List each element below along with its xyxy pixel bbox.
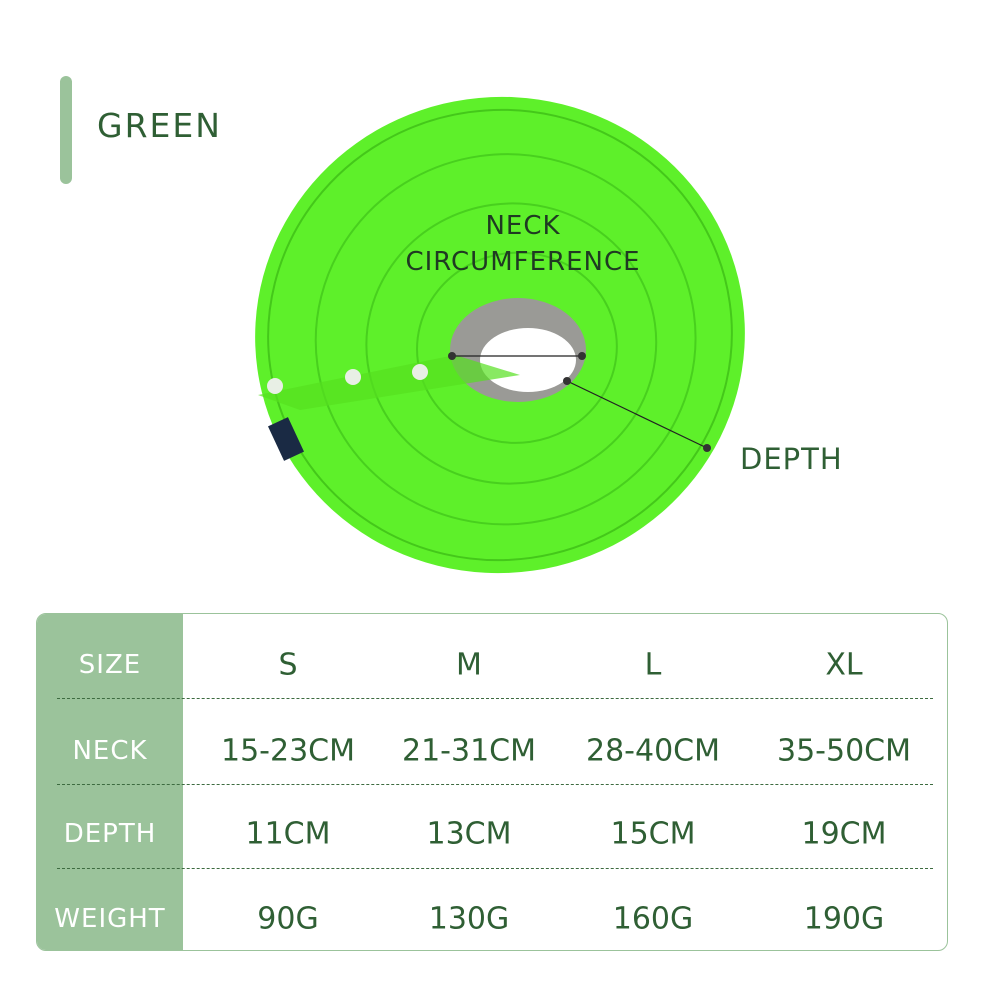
- overlap-flap: [258, 355, 520, 410]
- snap-button: [345, 369, 361, 385]
- color-title: GREEN: [97, 106, 222, 145]
- neck-label-line2: CIRCUMFERENCE: [405, 247, 641, 277]
- row-divider: [57, 868, 933, 869]
- snap-button: [267, 378, 283, 394]
- measure-dot: [563, 377, 571, 385]
- measure-dot: [703, 444, 711, 452]
- row-divider: [57, 698, 933, 699]
- snap-button: [412, 364, 428, 380]
- measure-dot: [448, 352, 456, 360]
- neck-opening: [480, 328, 576, 392]
- table-cell: 160G: [612, 901, 694, 937]
- table-cell: XL: [825, 647, 863, 683]
- table-cell: 15-23CM: [220, 733, 356, 769]
- table-cell: 28-40CM: [585, 733, 721, 769]
- row-header-weight: WEIGHT: [54, 904, 166, 934]
- row-header-neck: NECK: [72, 736, 148, 766]
- size-chart-table: SIZE NECK DEPTH WEIGHT S M L XL 15-23CM …: [36, 613, 948, 951]
- table-cell: 13CM: [426, 816, 512, 852]
- title-accent-bar: [60, 76, 72, 184]
- table-cell: 90G: [257, 901, 319, 937]
- table-cell: 190G: [803, 901, 885, 937]
- brand-tag: [268, 417, 304, 461]
- table-cell: M: [456, 647, 482, 683]
- table-cell: 21-31CM: [401, 733, 537, 769]
- cone-seam: [267, 108, 733, 562]
- table-cell: L: [644, 647, 662, 683]
- cone-collar-image: [255, 96, 745, 574]
- table-cell: S: [278, 647, 298, 683]
- row-header-size: SIZE: [78, 650, 142, 680]
- depth-pointer-line: [566, 380, 708, 449]
- cone-seam: [416, 251, 618, 444]
- table-cell: 11CM: [245, 816, 331, 852]
- cone-seam: [365, 202, 658, 485]
- table-cell: 15CM: [610, 816, 696, 852]
- row-divider: [57, 784, 933, 785]
- depth-label: DEPTH: [740, 442, 843, 476]
- cone-seam: [314, 153, 697, 526]
- neck-circumference-label: NECK CIRCUMFERENCE: [400, 208, 646, 280]
- table-cell: 35-50CM: [776, 733, 912, 769]
- row-header-depth: DEPTH: [63, 819, 157, 849]
- table-cell: 19CM: [801, 816, 887, 852]
- table-cell: 130G: [428, 901, 510, 937]
- row-header-column: [37, 614, 183, 950]
- measure-dot: [578, 352, 586, 360]
- neck-label-line1: NECK: [485, 211, 561, 241]
